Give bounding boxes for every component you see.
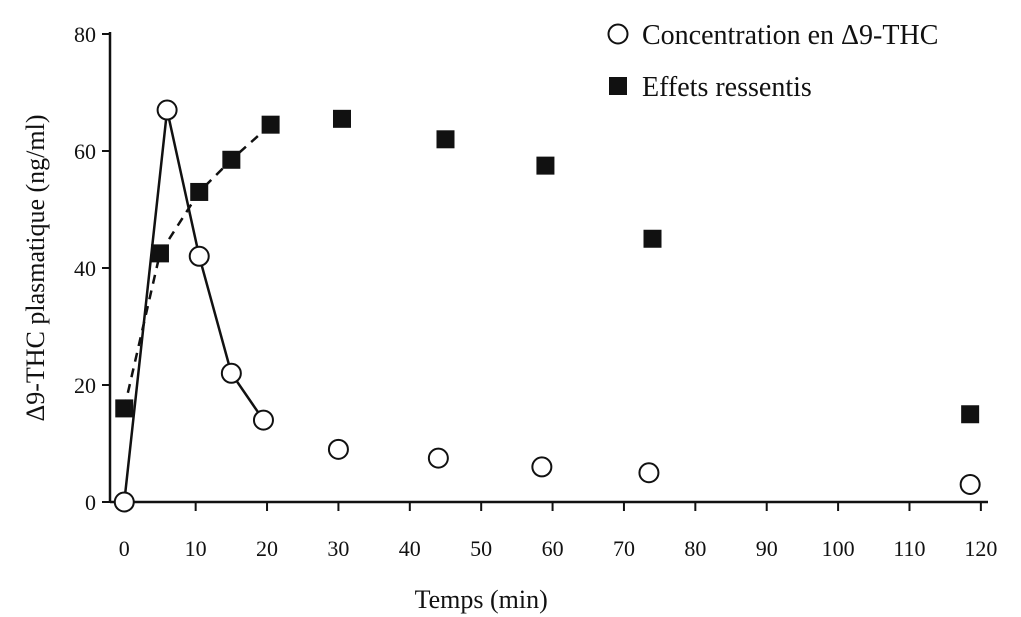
x-axis-title: Temps (min) <box>415 585 548 614</box>
data-point-circle <box>638 462 660 484</box>
data-point-square <box>436 130 455 149</box>
data-point-circle <box>427 447 449 469</box>
x-tick-label: 100 <box>822 536 855 561</box>
series-1 <box>113 99 981 513</box>
x-tick-label: 50 <box>470 536 492 561</box>
legend-marker-square <box>609 77 627 95</box>
legend-label: Effets ressentis <box>642 72 812 103</box>
data-point-circle <box>188 245 210 267</box>
data-point-square <box>115 399 134 418</box>
y-tick-label: 60 <box>74 139 96 164</box>
x-tick-label: 0 <box>119 536 130 561</box>
data-point-square <box>536 156 555 175</box>
data-point-square <box>961 405 980 424</box>
y-axis-title: Δ9-THC plasmatique (ng/ml) <box>21 115 50 422</box>
data-point-circle <box>531 456 553 478</box>
legend: Concentration en Δ9-THC Effets ressentis <box>607 20 938 103</box>
data-point-square <box>332 109 351 128</box>
x-tick-label: 10 <box>185 536 207 561</box>
legend-marker-circle <box>607 23 629 45</box>
data-point-circle <box>959 473 981 495</box>
data-point-square <box>643 229 662 248</box>
legend-label: Concentration en Δ9-THC <box>642 20 938 51</box>
data-point-circle <box>113 491 135 513</box>
x-tick-label: 20 <box>256 536 278 561</box>
series-layer <box>113 99 981 513</box>
data-point-square <box>261 115 280 134</box>
x-tick-label: 70 <box>613 536 635 561</box>
data-point-circle <box>220 362 242 384</box>
data-point-square <box>150 244 169 263</box>
axes <box>108 32 988 504</box>
series-2 <box>115 109 980 424</box>
x-tick-label: 120 <box>964 536 997 561</box>
data-point-circle <box>156 99 178 121</box>
y-tick-label: 20 <box>74 373 96 398</box>
data-point-square <box>222 150 241 169</box>
x-tick-label: 80 <box>684 536 706 561</box>
data-point-circle <box>252 409 274 431</box>
x-tick-label: 30 <box>327 536 349 561</box>
y-axis-ticks: 0 20 40 60 80 <box>74 22 110 515</box>
x-tick-label: 110 <box>893 536 925 561</box>
y-tick-label: 0 <box>85 490 96 515</box>
x-tick-label: 60 <box>542 536 564 561</box>
x-tick-label: 40 <box>399 536 421 561</box>
data-point-circle <box>327 438 349 460</box>
series-1-line <box>123 109 265 503</box>
y-tick-label: 40 <box>74 256 96 281</box>
y-tick-label: 80 <box>74 22 96 47</box>
x-axis-ticks: 0 10 20 30 40 50 60 70 80 90 100 110 120 <box>119 502 997 561</box>
data-point-square <box>190 182 209 201</box>
x-tick-label: 90 <box>756 536 778 561</box>
